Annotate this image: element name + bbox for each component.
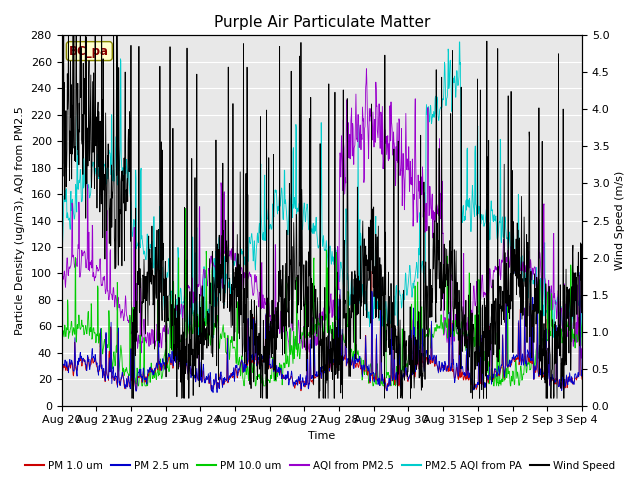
- Y-axis label: Wind Speed (m/s): Wind Speed (m/s): [615, 171, 625, 270]
- Title: Purple Air Particulate Matter: Purple Air Particulate Matter: [214, 15, 430, 30]
- Legend: PM 1.0 um, PM 2.5 um, PM 10.0 um, AQI from PM2.5, PM2.5 AQI from PA, Wind Speed: PM 1.0 um, PM 2.5 um, PM 10.0 um, AQI fr…: [20, 456, 620, 475]
- Y-axis label: Particle Density (ug/m3), AQI from PM2.5: Particle Density (ug/m3), AQI from PM2.5: [15, 106, 25, 335]
- Text: BC_pa: BC_pa: [69, 45, 109, 58]
- X-axis label: Time: Time: [308, 431, 335, 441]
